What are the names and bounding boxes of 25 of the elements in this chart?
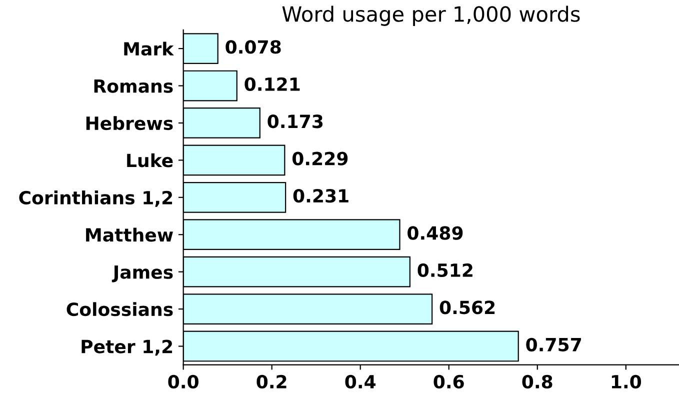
- data-label: 0.229: [292, 152, 348, 166]
- data-label: 0.562: [440, 300, 495, 314]
- y-tick-label: Corinthians 1,2: [19, 190, 172, 207]
- y-tick-label: Luke: [127, 153, 173, 168]
- x-tick-label: 0.8: [522, 374, 552, 389]
- data-label: 0.512: [418, 263, 472, 278]
- data-label: 0.078: [226, 40, 281, 54]
- x-tick-label: 0.0: [168, 374, 198, 389]
- chart-title: Word usage per 1,000 words: [282, 6, 580, 26]
- y-tick-label: Peter 1,2: [82, 340, 172, 356]
- y-tick-label: Matthew: [86, 228, 173, 242]
- data-label: 0.173: [268, 114, 323, 128]
- y-tick-label: Mark: [124, 42, 174, 56]
- data-label: 0.231: [293, 188, 348, 203]
- y-tick-label: Romans: [94, 79, 173, 93]
- y-tick-label: Hebrews: [86, 116, 173, 130]
- data-label: 0.121: [244, 77, 300, 91]
- x-tick-label: 0.4: [345, 374, 376, 389]
- y-tick-label: James: [112, 266, 173, 282]
- y-tick-label: Colossians: [66, 302, 173, 316]
- data-label: 0.757: [526, 338, 581, 352]
- x-tick-label: 0.6: [434, 374, 464, 389]
- x-tick-label: 0.2: [256, 374, 286, 389]
- data-label: 0.489: [408, 226, 463, 240]
- x-tick-label: 1.0: [612, 374, 642, 389]
